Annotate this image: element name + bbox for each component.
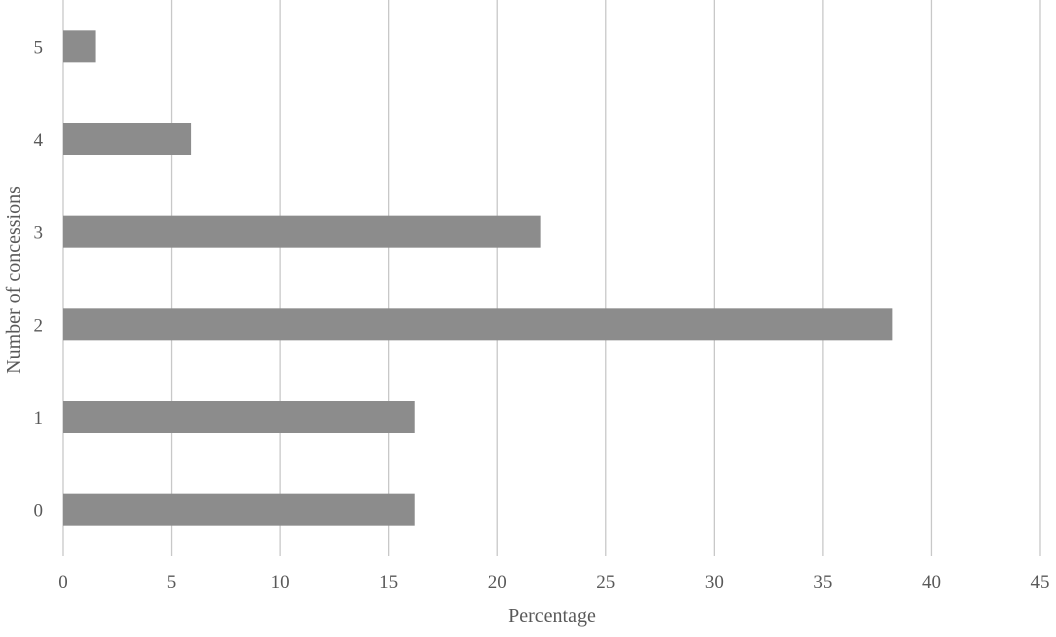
gridlines <box>62 0 1041 556</box>
y-tick-label: 2 <box>34 315 44 336</box>
x-tick-label: 30 <box>705 572 724 593</box>
y-tick-labels: 0 1 2 3 4 5 <box>34 37 44 521</box>
x-tick-labels: 0 5 10 15 20 25 30 35 40 45 <box>58 572 1049 593</box>
y-tick-label: 5 <box>34 37 44 58</box>
y-axis-title: Number of concessions <box>3 186 25 374</box>
x-tick-label: 5 <box>167 572 177 593</box>
bar-3 <box>63 215 541 248</box>
y-tick-label: 1 <box>34 408 44 429</box>
x-tick-label: 20 <box>488 572 507 593</box>
bars <box>63 30 893 526</box>
x-tick-label: 35 <box>813 572 832 593</box>
x-tick-label: 0 <box>58 572 68 593</box>
x-tick-label: 40 <box>922 572 941 593</box>
y-tick-label: 4 <box>34 130 44 151</box>
bar-2 <box>63 308 893 341</box>
x-tick-label: 25 <box>596 572 615 593</box>
bar-1 <box>63 401 415 433</box>
bar-5 <box>63 30 96 63</box>
bar-0 <box>63 493 415 526</box>
x-axis-title: Percentage <box>508 605 596 627</box>
x-tick-label: 45 <box>1031 572 1050 593</box>
x-tick-label: 10 <box>271 572 290 593</box>
x-tick-label: 15 <box>379 572 398 593</box>
bar-4 <box>63 123 192 155</box>
y-tick-label: 0 <box>34 501 44 522</box>
y-tick-label: 3 <box>34 223 44 244</box>
